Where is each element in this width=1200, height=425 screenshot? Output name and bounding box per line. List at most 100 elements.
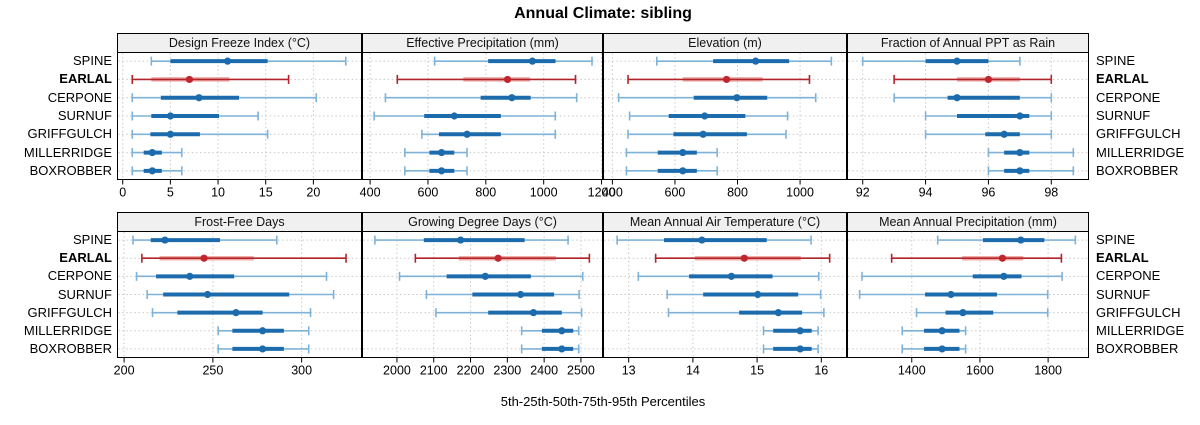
median-dot: [195, 94, 203, 102]
percentile-row-cerpone: [637, 271, 820, 281]
median-dot: [722, 75, 731, 84]
median-dot: [166, 130, 174, 138]
median-dot: [185, 75, 194, 84]
site-label-left-griffgulch: GRIFFGULCH: [27, 304, 113, 320]
median-dot: [529, 309, 538, 317]
median-dot: [223, 57, 232, 65]
median-dot: [258, 345, 267, 353]
site-label-right-surnuf: SURNUF: [1096, 286, 1151, 302]
median-dot: [558, 345, 566, 353]
median-dot: [1000, 130, 1008, 138]
site-label-left-surnuf: SURNUF: [57, 108, 112, 123]
panel-title: Frost-Free Days: [194, 215, 285, 229]
site-label-left-boxrobber: BOXROBBER: [29, 340, 112, 356]
site-label-right-millerridge: MILLERRIDGE: [1096, 322, 1185, 338]
percentile-row-griffgulch: [627, 129, 787, 139]
panel-strip-fraction-ppt-rain: Fraction of Annual PPT as Rain: [847, 33, 1089, 52]
panel-title: Effective Precipitation (mm): [406, 36, 559, 50]
median-dot: [1000, 272, 1008, 280]
median-dot: [1016, 112, 1024, 120]
percentile-row-surnuf: [924, 111, 1053, 121]
percentile-row-spine: [656, 56, 833, 66]
axis-tick-label: 14: [686, 364, 700, 378]
x-axis-label: 5th-25th-50th-75th-95th Percentiles: [500, 394, 706, 409]
panel-plot-mean-annual-precipitation: 1400 1600 1800: [847, 231, 1089, 378]
percentile-row-cerpone: [617, 93, 817, 103]
percentile-row-spine: [132, 235, 278, 245]
panel-plot-fraction-ppt-rain: 92 94 96 98: [847, 52, 1089, 200]
axis-tick-label: 200: [114, 364, 135, 378]
panel-title: Design Freeze Index (°C): [168, 36, 311, 50]
percentile-row-boxrobber: [520, 344, 580, 354]
x-axis: 400 600 800 1000: [602, 180, 814, 200]
median-dot: [437, 167, 446, 175]
percentile-row-spine: [861, 56, 1021, 66]
axis-tick-label: 10: [211, 186, 225, 200]
median-dot: [796, 327, 804, 335]
axis-tick-label: 15: [750, 364, 764, 378]
panel-plot-frost-free-days: 200 250 300: [114, 231, 362, 378]
percentile-row-millerridge: [404, 148, 468, 158]
median-dot: [516, 290, 525, 299]
median-dot: [754, 290, 762, 299]
panel-title: Mean Annual Air Temperature (°C): [629, 215, 821, 229]
median-dot: [733, 94, 741, 102]
percentile-row-cerpone: [893, 93, 1053, 103]
median-dot: [203, 290, 212, 299]
axis-tick-label: 5: [167, 186, 174, 200]
median-dot: [161, 236, 169, 244]
site-label-right-cerpone: CERPONE: [1096, 268, 1161, 284]
x-axis: 400 600 800 1000 1200: [360, 180, 616, 200]
median-dot: [186, 272, 194, 280]
panel-title: Growing Degree Days (°C): [408, 215, 557, 229]
axis-tick-label: 96: [981, 186, 995, 200]
axis-tick-label: 94: [919, 186, 933, 200]
panel-plot-elevation: 400 600 800 1000: [602, 52, 847, 200]
panel-title: Mean Annual Precipitation (mm): [879, 215, 1057, 229]
site-label-left-earlal: EARLAL: [59, 250, 112, 266]
axis-tick-label: 600: [418, 186, 439, 200]
median-dot: [953, 94, 961, 102]
percentile-row-earlal: [654, 253, 831, 263]
percentile-row-boxrobber: [217, 344, 310, 354]
percentile-row-earlal: [141, 253, 347, 263]
percentile-row-griffgulch: [915, 308, 1049, 318]
site-label-right-griffgulch: GRIFFGULCH: [1096, 304, 1181, 320]
site-label-left-surnuf: SURNUF: [57, 286, 112, 302]
site-label-right-boxrobber: BOXROBBER: [1096, 162, 1179, 178]
panel-strip-effective-precipitation: Effective Precipitation (mm): [362, 33, 603, 52]
median-dot: [494, 254, 502, 262]
percentile-row-earlal: [131, 74, 290, 84]
percentile-row-boxrobber: [762, 344, 819, 354]
percentile-row-surnuf: [131, 111, 259, 121]
median-dot: [528, 57, 537, 65]
site-label-left-earlal: EARLAL: [59, 71, 112, 87]
site-label-right-surnuf: SURNUF: [1096, 108, 1151, 123]
axis-tick-label: 1000: [786, 186, 814, 200]
x-axis: 0 5 10 15 20: [119, 180, 320, 200]
site-label-left-griffgulch: GRIFFGULCH: [27, 126, 113, 142]
median-dot: [938, 345, 946, 353]
median-dot: [752, 57, 760, 65]
panel-strip-mean-annual-air-temperature: Mean Annual Air Temperature (°C): [603, 212, 847, 231]
percentile-row-millerridge: [520, 326, 580, 336]
percentile-row-griffgulch: [151, 308, 312, 318]
axis-tick-label: 1400: [898, 364, 926, 378]
percentile-row-surnuf: [628, 111, 789, 121]
axis-tick-label: 2100: [420, 364, 448, 378]
axis-tick-label: 300: [291, 364, 312, 378]
median-dot: [679, 148, 687, 157]
median-dot: [148, 148, 156, 157]
percentile-row-spine: [616, 235, 812, 245]
panel-plot-design-freeze-index: 0 5 10 15 20: [117, 52, 362, 200]
percentile-row-millerridge: [987, 148, 1075, 158]
median-dot: [701, 112, 709, 120]
median-dot: [450, 112, 458, 120]
median-dot: [796, 345, 804, 353]
site-label-left-cerpone: CERPONE: [47, 268, 112, 284]
percentile-row-cerpone: [398, 271, 584, 281]
site-label-right-spine: SPINE: [1096, 232, 1136, 248]
site-label-left-cerpone: CERPONE: [47, 89, 112, 105]
axis-tick-label: 16: [814, 364, 828, 378]
